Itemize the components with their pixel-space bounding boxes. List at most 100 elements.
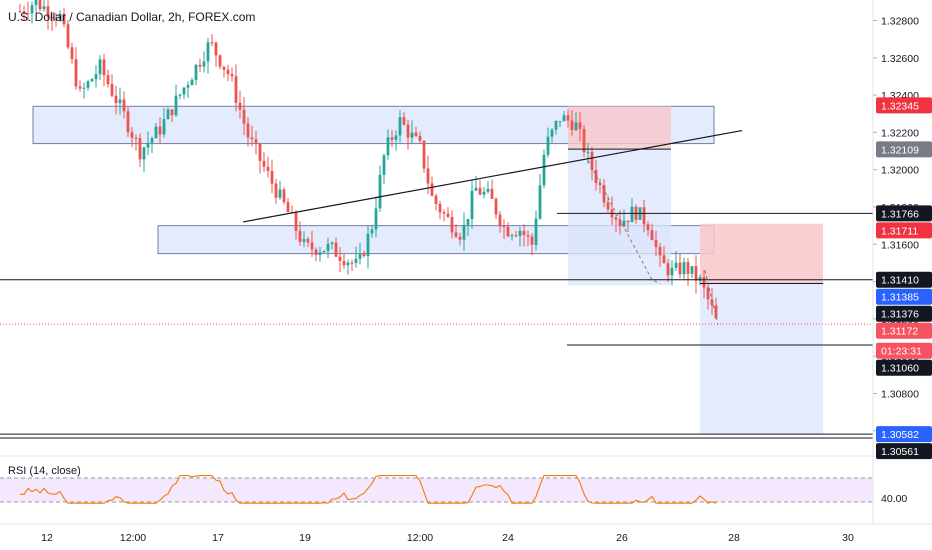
price-tag: 1.31766 bbox=[876, 205, 932, 222]
candle-body bbox=[458, 236, 462, 240]
candle-body bbox=[614, 217, 618, 220]
candle-body bbox=[662, 255, 666, 264]
candle-body bbox=[666, 263, 670, 276]
candle-body bbox=[522, 230, 526, 236]
candle-body bbox=[694, 266, 698, 281]
candle bbox=[294, 210, 298, 240]
candle-body bbox=[570, 120, 574, 131]
rsi-line bbox=[19, 475, 717, 504]
candle-body bbox=[386, 137, 390, 156]
candle-body bbox=[474, 187, 478, 191]
candle bbox=[626, 220, 630, 232]
time-tick-label: 19 bbox=[299, 532, 311, 544]
candle bbox=[430, 176, 434, 197]
candle-body bbox=[270, 171, 274, 184]
candle bbox=[354, 246, 358, 268]
candle bbox=[546, 127, 550, 158]
projection-path-1 bbox=[587, 160, 661, 284]
candle bbox=[454, 224, 458, 239]
candle bbox=[326, 238, 330, 259]
price-tag-background bbox=[876, 288, 932, 305]
price-tag-background bbox=[876, 342, 932, 359]
candle bbox=[450, 210, 454, 239]
candle bbox=[142, 146, 146, 173]
candle bbox=[582, 124, 586, 158]
candle bbox=[278, 180, 282, 200]
candle-body bbox=[618, 219, 622, 227]
candle-body bbox=[354, 258, 358, 263]
candle bbox=[434, 193, 438, 211]
candle bbox=[534, 210, 538, 251]
candle-body bbox=[594, 170, 598, 184]
candle bbox=[482, 186, 486, 199]
candle bbox=[510, 233, 514, 241]
price-tick-label: 1.32000 bbox=[881, 165, 919, 177]
candle-body bbox=[554, 121, 558, 130]
candle bbox=[366, 225, 370, 269]
candle-body bbox=[390, 137, 394, 140]
candle bbox=[138, 133, 142, 167]
candle bbox=[74, 47, 78, 90]
candle-body bbox=[450, 216, 454, 233]
candle bbox=[154, 123, 158, 139]
candle-body bbox=[194, 64, 198, 80]
candle bbox=[418, 131, 422, 145]
candle-body bbox=[54, 18, 58, 20]
candle-body bbox=[442, 212, 446, 214]
candle-body bbox=[170, 109, 174, 116]
candle-body bbox=[654, 239, 658, 247]
candle-body bbox=[394, 135, 398, 140]
candle-body bbox=[714, 305, 718, 319]
candle-body bbox=[18, 11, 22, 13]
candle-body bbox=[310, 242, 314, 250]
candle bbox=[58, 10, 62, 22]
candle-body bbox=[94, 74, 98, 80]
candle bbox=[202, 51, 206, 73]
candle bbox=[186, 81, 190, 99]
candle-body bbox=[574, 122, 578, 131]
candle-body bbox=[334, 242, 338, 257]
candle bbox=[462, 212, 466, 252]
candle-body bbox=[578, 122, 582, 129]
candle bbox=[222, 66, 226, 78]
candle bbox=[542, 149, 546, 189]
candle bbox=[26, 1, 30, 21]
candle-body bbox=[418, 135, 422, 141]
candle bbox=[674, 251, 678, 271]
candle bbox=[122, 91, 126, 119]
candle bbox=[314, 247, 318, 262]
candle-body bbox=[362, 253, 366, 257]
candle bbox=[458, 232, 462, 246]
candle bbox=[554, 120, 558, 135]
candle bbox=[466, 218, 470, 236]
candle-body bbox=[626, 220, 630, 223]
candle-body bbox=[470, 190, 474, 220]
candle-body bbox=[106, 75, 110, 85]
candle-body bbox=[642, 207, 646, 225]
candle bbox=[406, 119, 410, 150]
candle bbox=[530, 233, 534, 256]
candle-body bbox=[298, 230, 302, 242]
candle bbox=[234, 64, 238, 112]
candle bbox=[238, 90, 242, 119]
candle-body bbox=[214, 42, 218, 56]
candle bbox=[338, 247, 342, 273]
candle bbox=[282, 187, 286, 205]
candle bbox=[686, 258, 690, 286]
price-tag: 1.31410 bbox=[876, 271, 932, 288]
candle bbox=[566, 109, 570, 128]
candle-body bbox=[258, 143, 262, 161]
time-tick-label: 12:00 bbox=[407, 532, 433, 544]
candle-body bbox=[586, 151, 590, 153]
price-tag-label: 1.31766 bbox=[881, 208, 919, 220]
price-tag: 1.32345 bbox=[876, 97, 932, 114]
candle-body bbox=[506, 226, 510, 237]
candle-body bbox=[374, 208, 378, 230]
candle-body bbox=[150, 138, 154, 143]
candle-body bbox=[446, 213, 450, 217]
price-tag-background bbox=[876, 426, 932, 443]
candle bbox=[50, 11, 54, 31]
candle bbox=[198, 58, 202, 73]
